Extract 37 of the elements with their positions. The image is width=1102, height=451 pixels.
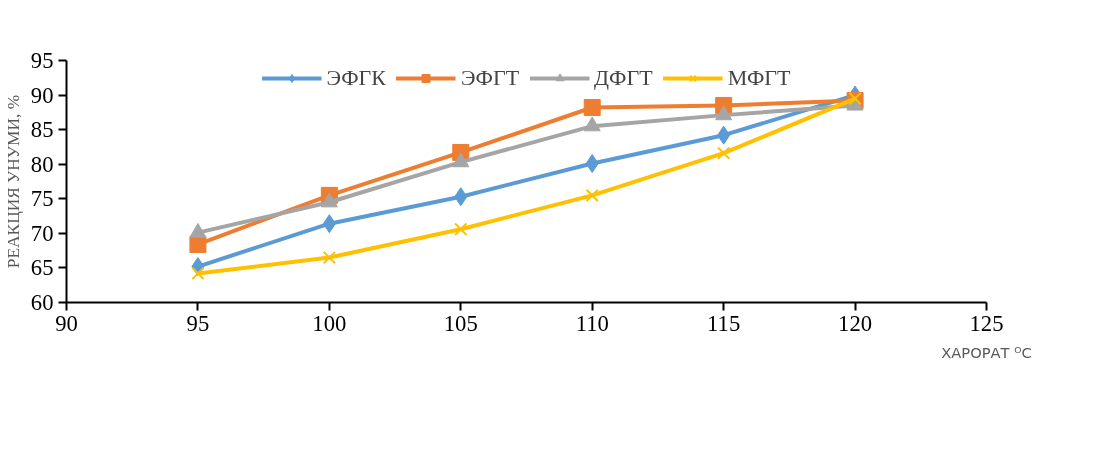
legend-label: ДФГТ [594,65,653,91]
point [583,116,601,132]
legend-label: МФГТ [727,65,791,91]
x-tick-label: 120 [838,310,873,336]
point [191,266,205,281]
y-tick-label: 80 [30,151,54,177]
point [322,250,337,265]
point [322,214,336,234]
point [717,125,731,145]
y-tick-label: 75 [30,186,54,212]
y-tick-label: 85 [30,117,54,143]
y-tick-label: 70 [30,220,54,246]
x-tick-label: 100 [312,310,347,336]
point [716,146,731,160]
x-axis-title: ХАРОРАТ ᴼC [941,343,1032,361]
point [585,188,599,202]
point [454,187,468,207]
y-tick-label: 60 [30,290,54,315]
point [452,152,470,168]
point [454,222,468,236]
point [320,192,338,208]
point [848,91,862,106]
legend-label: ЭФГТ [460,65,520,91]
x-tick-label: 90 [55,310,78,336]
y-tick-label: 65 [30,255,54,281]
x-tick-label: 115 [707,310,741,336]
x-tick-label: 105 [443,310,478,336]
y-axis-title: РЕАКЦИЯ УНУМИ, % [3,94,23,269]
point [585,154,599,174]
x-tick-label: 125 [969,310,1004,336]
x-tick-label: 95 [186,310,210,336]
point [715,105,733,121]
y-tick-label: 95 [30,48,54,73]
x-tick-label: 110 [575,310,609,336]
y-tick-label: 90 [30,82,54,108]
point [583,99,601,117]
legend-label: ЭФГК [326,65,386,91]
